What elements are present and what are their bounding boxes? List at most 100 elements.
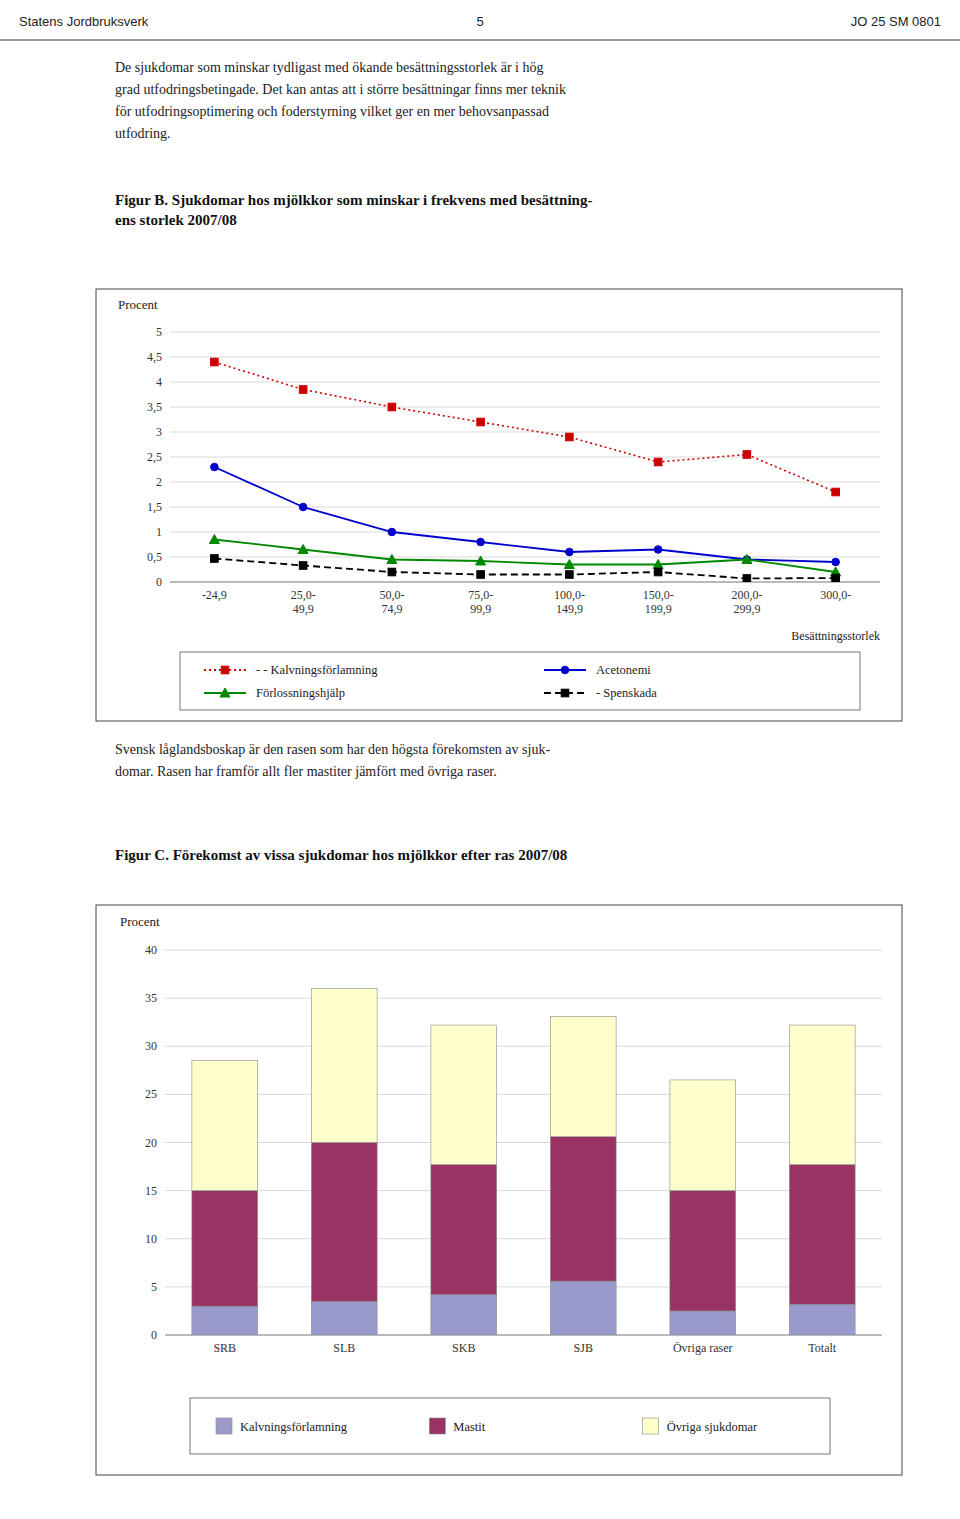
legend-marker — [561, 689, 569, 697]
grid-line — [165, 1190, 882, 1191]
x-axis: SRB SLB SKB SJB Övriga raser Totalt — [213, 1341, 836, 1355]
x-tick-label: Övriga raser — [673, 1341, 733, 1355]
point — [832, 488, 840, 496]
legend-swatch — [429, 1418, 445, 1434]
legend-frame — [190, 1398, 830, 1454]
x-tick-label: 50,0-74,9 — [379, 588, 404, 616]
grid-line — [165, 1286, 882, 1287]
legend-label: Mastit — [453, 1420, 485, 1434]
y-tick-label: 2 — [156, 475, 162, 489]
legend-marker — [221, 666, 229, 674]
y-tick-label: 3 — [156, 425, 162, 439]
x-tick-label-line: 50,0- — [379, 588, 404, 602]
bar — [431, 1295, 497, 1335]
bar — [192, 1061, 258, 1191]
annotation-line: 5 — [476, 14, 483, 29]
y-tick-label: 0,5 — [147, 550, 162, 564]
legend: KalvningsförlamningMastitÖvriga sjukdoma… — [190, 1398, 830, 1454]
x-tick-label-line: 25,0- — [291, 588, 316, 602]
bar — [670, 1080, 736, 1191]
point — [832, 574, 840, 582]
page: Statens Jordbruksverk 5 JO 25 SM 0801 De sj… — [0, 0, 960, 1519]
bar — [550, 1137, 616, 1281]
y-tick-label: 1 — [156, 525, 162, 539]
y-axis-label: Procent — [118, 297, 158, 312]
y-tick-label: 5 — [151, 1280, 157, 1294]
x-axis: -24,925,0-49,950,0-74,975,0-99,9100,0-14… — [202, 588, 851, 616]
x-tick-label-line: 75,0- — [468, 588, 493, 602]
grid-line — [170, 357, 880, 358]
x-tick-label-line: 100,0- — [554, 588, 585, 602]
x-tick-label: 300,0- — [820, 588, 851, 602]
annotation: 5 — [476, 14, 483, 29]
x-tick-label-line: SRB — [213, 1341, 236, 1355]
grid-line — [170, 557, 880, 558]
annotation: Svensk låglandsboskap är den rasen som h… — [115, 742, 550, 779]
bar — [550, 1016, 616, 1136]
legend: - - KalvningsförlamningAcetonemiFörlossn… — [180, 652, 860, 710]
x-tick-label: SJB — [574, 1341, 593, 1355]
x-tick-label-line: Övriga raser — [673, 1341, 733, 1355]
x-tick-label: SKB — [452, 1341, 475, 1355]
bar — [789, 1165, 855, 1305]
series-line — [214, 540, 835, 573]
point — [477, 418, 485, 426]
x-tick-label-line: 99,9 — [470, 602, 491, 616]
x-tick-label-line: 150,0- — [643, 588, 674, 602]
grid-line — [165, 1046, 882, 1047]
x-tick-label-line: Totalt — [808, 1341, 836, 1355]
chart-title: Figur C. Förekomst av vissa sjukdomar ho… — [115, 847, 567, 863]
x-tick-label-line: 300,0- — [820, 588, 851, 602]
annotation-line: domar. Rasen har framför allt fler masti… — [115, 764, 497, 779]
grid-line — [165, 1238, 882, 1239]
y-axis: 0510152025303540 — [145, 943, 882, 1342]
bar — [670, 1311, 736, 1335]
legend-label: - Spenskada — [596, 686, 657, 700]
point — [211, 358, 219, 366]
grid-line — [170, 407, 880, 408]
legend-frame — [180, 652, 860, 710]
x-tick-label-line: 299,9 — [733, 602, 760, 616]
y-tick-label: 0 — [151, 1328, 157, 1342]
annotation: De sjukdomar som minskar tydligast med ö… — [115, 60, 566, 141]
point — [477, 571, 485, 579]
point — [566, 548, 574, 556]
y-tick-label: 0 — [156, 575, 162, 589]
point — [387, 555, 397, 564]
x-tick-label-line: SLB — [333, 1341, 355, 1355]
point — [742, 555, 752, 564]
point — [211, 555, 219, 563]
y-tick-label: 1,5 — [147, 500, 162, 514]
legend-marker — [220, 688, 230, 697]
point — [832, 558, 840, 566]
x-tick-label: SLB — [333, 1341, 355, 1355]
annotation-line: Svensk låglandsboskap är den rasen som h… — [115, 742, 550, 757]
annotation-line: Statens Jordbruksverk — [19, 14, 149, 29]
x-tick-label: 100,0-149,9 — [554, 588, 585, 616]
annotation: JO 25 SM 0801 — [851, 14, 941, 29]
x-tick-label: Totalt — [808, 1341, 836, 1355]
point — [564, 560, 574, 569]
legend-swatch — [216, 1418, 232, 1434]
grid-line — [165, 1142, 882, 1143]
annotation-line: utfodring. — [115, 126, 171, 141]
point — [654, 546, 662, 554]
y-axis-label-line: Procent — [118, 297, 158, 312]
x-tick-label-line: 49,9 — [293, 602, 314, 616]
plot-area — [209, 358, 840, 582]
chart-title-line: Figur B. Sjukdomar hos mjölkkor som mins… — [115, 192, 592, 208]
chart: Statens Jordbruksverk 5 JO 25 SM 0801 De sj… — [0, 14, 960, 721]
x-tick-label-line: 74,9 — [381, 602, 402, 616]
point — [388, 403, 396, 411]
point — [477, 538, 485, 546]
bar — [550, 1281, 616, 1335]
legend-label: Kalvningsförlamning — [240, 1420, 348, 1434]
series-line — [214, 559, 835, 579]
x-tick-label-line: SKB — [452, 1341, 475, 1355]
x-tick-label: 150,0-199,9 — [643, 588, 674, 616]
y-tick-label: 15 — [145, 1184, 157, 1198]
chart-frame — [96, 905, 902, 1475]
x-axis-label: Besättningsstorlek — [791, 629, 880, 643]
grid-line — [165, 1335, 882, 1336]
series-line — [214, 467, 835, 562]
